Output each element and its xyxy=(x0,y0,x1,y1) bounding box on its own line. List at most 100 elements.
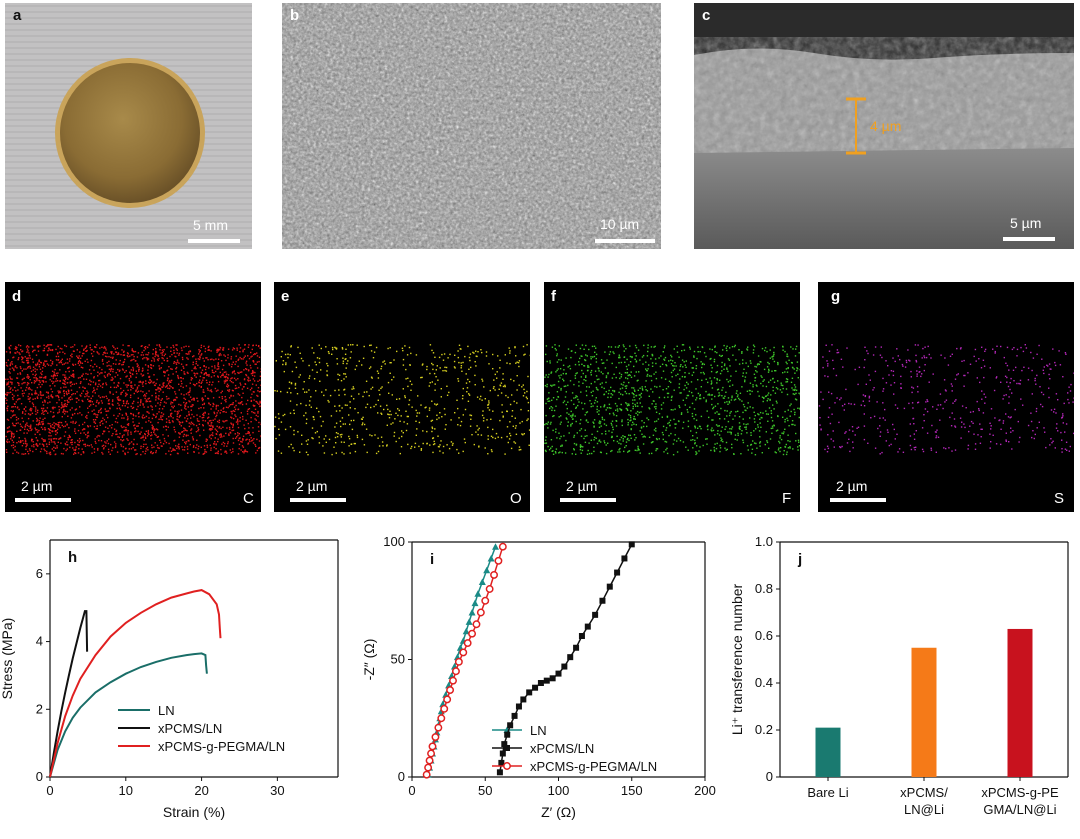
x-tick-label: 0 xyxy=(46,783,53,798)
scale-bar-label-f: 2 µm xyxy=(566,478,598,494)
category-label-1: LN@Li xyxy=(904,802,944,817)
scale-bar-label-e: 2 µm xyxy=(296,478,328,494)
data-point xyxy=(465,618,473,625)
scale-bar-label-a: 5 mm xyxy=(193,217,228,233)
bar-1 xyxy=(911,647,937,777)
scale-bar-f xyxy=(560,498,616,502)
eds-map-fluorine xyxy=(544,344,800,456)
data-point xyxy=(431,733,440,742)
data-point xyxy=(567,654,574,661)
panel-a-photo: a 5 mm xyxy=(5,3,252,249)
data-point xyxy=(485,585,494,593)
y-axis-label: Li⁺ transference number xyxy=(729,583,745,735)
data-point xyxy=(498,542,507,551)
panel-label-e: e xyxy=(281,288,290,305)
x-tick-label: 50 xyxy=(478,783,492,798)
data-point xyxy=(549,675,556,682)
scale-bar-label-d: 2 µm xyxy=(21,478,53,494)
panel-b-sem-surface: b 10 µm xyxy=(282,3,661,249)
scale-bar-label-g: 2 µm xyxy=(836,478,868,494)
chart-h-stress-strain: 0 10 20 30 0 2 4 6 Strain (%) Stress (MPa) h LN xPCM… xyxy=(0,539,339,820)
data-point xyxy=(584,623,591,630)
data-point xyxy=(472,620,481,629)
series-line-1 xyxy=(499,543,633,773)
series-line-1 xyxy=(49,610,89,778)
scale-bar-d xyxy=(15,498,71,502)
y-tick-label: 0 xyxy=(36,769,43,784)
sem-surface-image xyxy=(282,3,661,249)
brass-disc-photo xyxy=(5,3,252,249)
data-point xyxy=(487,554,495,562)
legend-label-2: xPCMS-g-PEGMA/LN xyxy=(158,739,285,754)
category-label-2: GMA/LN@Li xyxy=(983,802,1056,817)
data-point xyxy=(511,712,518,719)
legend-label-0: LN xyxy=(530,723,547,738)
x-tick-label: 200 xyxy=(694,783,716,798)
panel-d-eds-carbon: d 2 µm C xyxy=(5,282,261,512)
data-point xyxy=(468,609,476,616)
data-point xyxy=(471,599,479,607)
element-label-s: S xyxy=(1054,490,1065,507)
panel-label-f: f xyxy=(551,288,556,305)
y-tick-label: 0 xyxy=(398,769,405,784)
data-point xyxy=(504,731,511,738)
data-point xyxy=(628,541,635,548)
x-tick-label: 0 xyxy=(408,783,415,798)
y-tick-label: 100 xyxy=(383,534,405,549)
y-tick-label: 6 xyxy=(36,566,43,581)
y-tick-label: 0.4 xyxy=(755,675,773,690)
data-point xyxy=(478,578,486,585)
eds-map-oxygen xyxy=(274,344,530,456)
data-point xyxy=(440,704,449,713)
panel-f-eds-fluorine: f 2 µm F xyxy=(544,282,800,512)
data-point xyxy=(443,695,452,704)
legend-label-1: xPCMS/LN xyxy=(530,741,594,756)
data-point xyxy=(483,566,491,574)
data-point xyxy=(459,648,468,657)
panel-g-eds-sulfur: g 2 µm S xyxy=(818,282,1074,512)
data-point xyxy=(573,644,580,651)
data-point xyxy=(428,742,437,751)
x-tick-label: 10 xyxy=(119,783,133,798)
data-point xyxy=(537,680,544,686)
legend-label-0: LN xyxy=(158,703,175,718)
legend-label-2: xPCMS-g-PEGMA/LN xyxy=(530,759,657,774)
scale-bar-g xyxy=(830,498,886,502)
x-tick-label: 20 xyxy=(194,783,208,798)
data-point xyxy=(606,583,613,590)
element-label-c: C xyxy=(243,490,254,507)
data-point xyxy=(463,639,472,648)
data-point xyxy=(496,769,503,776)
bar-0 xyxy=(815,727,841,777)
series-line-0 xyxy=(49,652,208,778)
data-point xyxy=(532,684,539,691)
data-point xyxy=(452,667,460,676)
panel-label-a: a xyxy=(13,7,22,24)
data-point xyxy=(425,756,434,765)
data-point xyxy=(424,763,433,772)
data-point xyxy=(507,722,514,729)
data-point xyxy=(434,723,443,732)
chart-j-transference: 0 0.2 0.4 0.6 0.8 1.0 Li⁺ transference number j… xyxy=(729,534,1069,817)
element-label-o: O xyxy=(510,490,522,507)
x-axis-label: Z′ (Ω) xyxy=(541,804,576,820)
category-label-0: Bare Li xyxy=(807,785,848,800)
y-axis-label: Stress (MPa) xyxy=(0,618,15,700)
scale-bar-b xyxy=(595,239,655,243)
panel-e-eds-oxygen: e 2 µm O xyxy=(274,282,530,512)
data-point xyxy=(515,703,522,710)
y-axis-label: -Z″ (Ω) xyxy=(361,639,377,681)
eds-dots xyxy=(818,344,1074,455)
data-point xyxy=(462,627,470,635)
legend-label-1: xPCMS/LN xyxy=(158,721,222,736)
data-point xyxy=(555,670,562,677)
category-label-2: xPCMS-g-PE xyxy=(981,785,1059,800)
sem-cross-section-image xyxy=(694,3,1074,249)
data-point xyxy=(481,596,490,605)
scale-bar-c xyxy=(1003,237,1055,241)
x-tick-label: 30 xyxy=(270,783,284,798)
scale-bar-a xyxy=(188,239,240,243)
data-point xyxy=(599,597,606,604)
panel-label-c: c xyxy=(702,7,711,24)
data-point xyxy=(578,633,585,639)
